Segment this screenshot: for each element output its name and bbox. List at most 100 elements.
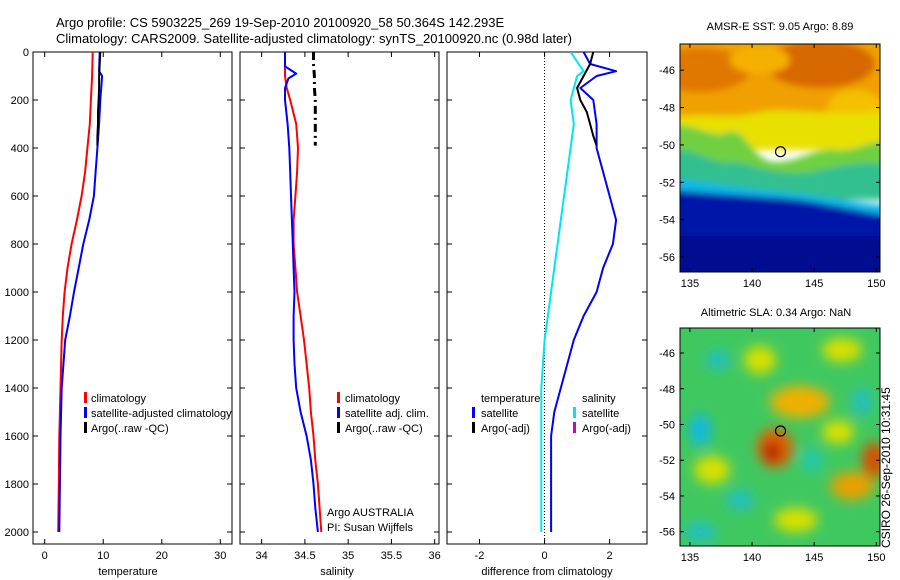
legend-label-salinity-argo: Argo(-adj)	[582, 423, 631, 435]
sst-map-frame	[679, 43, 881, 273]
sla-high-anomaly	[744, 346, 776, 374]
legend-swatch-temperature-satellite	[472, 407, 475, 418]
temperature-xlabel: temperature	[98, 566, 157, 578]
xtick-label: 145	[805, 552, 823, 564]
salinity-legend: climatology satellite adj. clim. Argo(..…	[337, 392, 429, 435]
ytick-label: -54	[659, 491, 675, 503]
xtick-label: 145	[805, 278, 823, 290]
legend-swatch-temperature-argo	[472, 422, 475, 433]
sst-cold-water-deep	[680, 236, 880, 272]
legend-swatch-climatology	[337, 392, 340, 403]
ytick-label: -54	[659, 215, 675, 227]
difference-xlabel: difference from climatology	[481, 566, 613, 578]
ytick-label: -50	[659, 419, 675, 431]
difference-yticks	[447, 51, 647, 533]
sla-low-anomaly	[852, 388, 872, 416]
header-line-1: Argo profile: CS 5903225_269 19-Sep-2010…	[56, 15, 504, 30]
sla-map-title: Altimetric SLA: 0.34 Argo: NaN	[701, 307, 851, 319]
xtick-label: -2	[475, 550, 485, 562]
series-line-salinity-satellite	[540, 52, 585, 532]
legend-swatch-salinity-argo	[573, 422, 576, 433]
legend-swatch-satellite-adj	[337, 407, 340, 418]
temperature-legend: climatology satellite-adjusted climatolo…	[84, 392, 232, 435]
salinity-panel: 34 34.5 35 35.5 36 salinity climatology sate…	[239, 51, 441, 578]
xtick-label: 36	[429, 550, 441, 562]
salinity-yticks	[240, 51, 439, 533]
legend-label-salinity-satellite: satellite	[582, 408, 619, 420]
ytick-label: -46	[659, 348, 675, 360]
series-line-temperature-satellite	[550, 52, 618, 532]
xtick-label: 2	[607, 550, 613, 562]
legend-title-salinity: salinity	[582, 393, 616, 405]
series-line-climatology	[57, 52, 94, 533]
xtick-label: 135	[681, 552, 699, 564]
sla-low-anomaly	[684, 522, 716, 542]
sla-low-anomaly	[706, 350, 730, 370]
sst-map-title: AMSR-E SST: 9.05 Argo: 8.89	[707, 21, 854, 33]
sla-low-anomaly	[690, 414, 710, 446]
ytick-label: -46	[659, 65, 675, 77]
ytick-label: 2000	[5, 527, 29, 539]
sst-warm-patch	[730, 46, 790, 74]
sla-map-yticks: -46 -48 -50 -52 -54 -56	[659, 348, 880, 539]
ytick-label: -56	[659, 527, 675, 539]
sla-high-anomaly	[822, 420, 854, 444]
salinity-axes-frame	[239, 51, 440, 545]
salinity-series	[284, 52, 323, 533]
ytick-label: 1800	[5, 479, 29, 491]
legend-label-argo: Argo(..raw -QC)	[345, 423, 423, 435]
difference-legend-salinity: salinity satellite Argo(-adj)	[573, 393, 631, 435]
legend-label-temperature-argo: Argo(-adj)	[481, 423, 530, 435]
legend-title-temperature: temperature	[481, 393, 540, 405]
difference-panel: -2 0 2 difference from climatology tempera…	[446, 51, 648, 578]
xtick-label: 140	[743, 278, 761, 290]
sla-heatmap	[680, 328, 880, 546]
legend-swatch-satellite-adjusted	[84, 407, 87, 418]
difference-axes-frame	[446, 51, 648, 545]
series-line-argo-raw-qc	[312, 52, 317, 146]
xtick-label: 0	[42, 550, 48, 562]
ytick-label: 400	[11, 143, 29, 155]
xtick-label: 135	[681, 278, 699, 290]
float-program-annotation: Argo AUSTRALIA	[327, 507, 414, 519]
sst-map-yticks: -46 -48 -50 -52 -54 -56	[659, 65, 880, 264]
legend-label-climatology: climatology	[345, 393, 401, 405]
xtick-label: 10	[97, 550, 109, 562]
ytick-label: 1400	[5, 383, 29, 395]
temperature-yticks: 0 200 400 600 800 1000 1200 1400 1600 1800 2000	[5, 47, 232, 539]
legend-swatch-argo	[84, 422, 87, 433]
sla-high-anomaly	[764, 442, 780, 462]
ytick-label: 1000	[5, 287, 29, 299]
legend-swatch-salinity-satellite	[573, 407, 576, 418]
temperature-series	[57, 52, 104, 533]
series-line-satellite-adjusted-climatology	[58, 52, 104, 533]
legend-swatch-argo	[337, 422, 340, 433]
sla-low-anomaly	[802, 448, 822, 472]
sla-map-frame	[679, 327, 881, 547]
sla-map-xticks: 135 140 145 150	[681, 328, 885, 564]
ytick-label: 800	[11, 239, 29, 251]
salinity-xlabel: salinity	[320, 566, 354, 578]
sla-high-anomaly	[822, 338, 862, 362]
sla-high-anomaly	[694, 456, 730, 484]
credit-stamp: CSIRO 26-Sep-2010 10:31:45	[879, 387, 893, 548]
legend-label-temperature-satellite: satellite	[481, 408, 518, 420]
xtick-label: 34	[256, 550, 268, 562]
sla-high-anomaly	[862, 442, 880, 478]
ytick-label: 1600	[5, 431, 29, 443]
ytick-label: 0	[23, 47, 29, 59]
salinity-xticks: 34 34.5 35 35.5 36	[256, 52, 441, 562]
difference-legend-temperature: temperature satellite Argo(-adj)	[472, 393, 540, 435]
series-line-climatology	[284, 52, 323, 533]
sla-low-anomaly	[726, 490, 754, 510]
xtick-label: 20	[156, 550, 168, 562]
xtick-label: 30	[214, 550, 226, 562]
xtick-label: 34.5	[294, 550, 315, 562]
xtick-label: 35.5	[381, 550, 402, 562]
ytick-label: -48	[659, 384, 675, 396]
legend-label-satellite-adjusted: satellite-adjusted climatology	[91, 408, 232, 420]
legend-swatch-climatology	[84, 392, 87, 403]
difference-series	[540, 52, 618, 532]
temperature-panel: 0 200 400 600 800 1000 1200 1400 1600 1800 2000 0 1…	[5, 47, 233, 578]
